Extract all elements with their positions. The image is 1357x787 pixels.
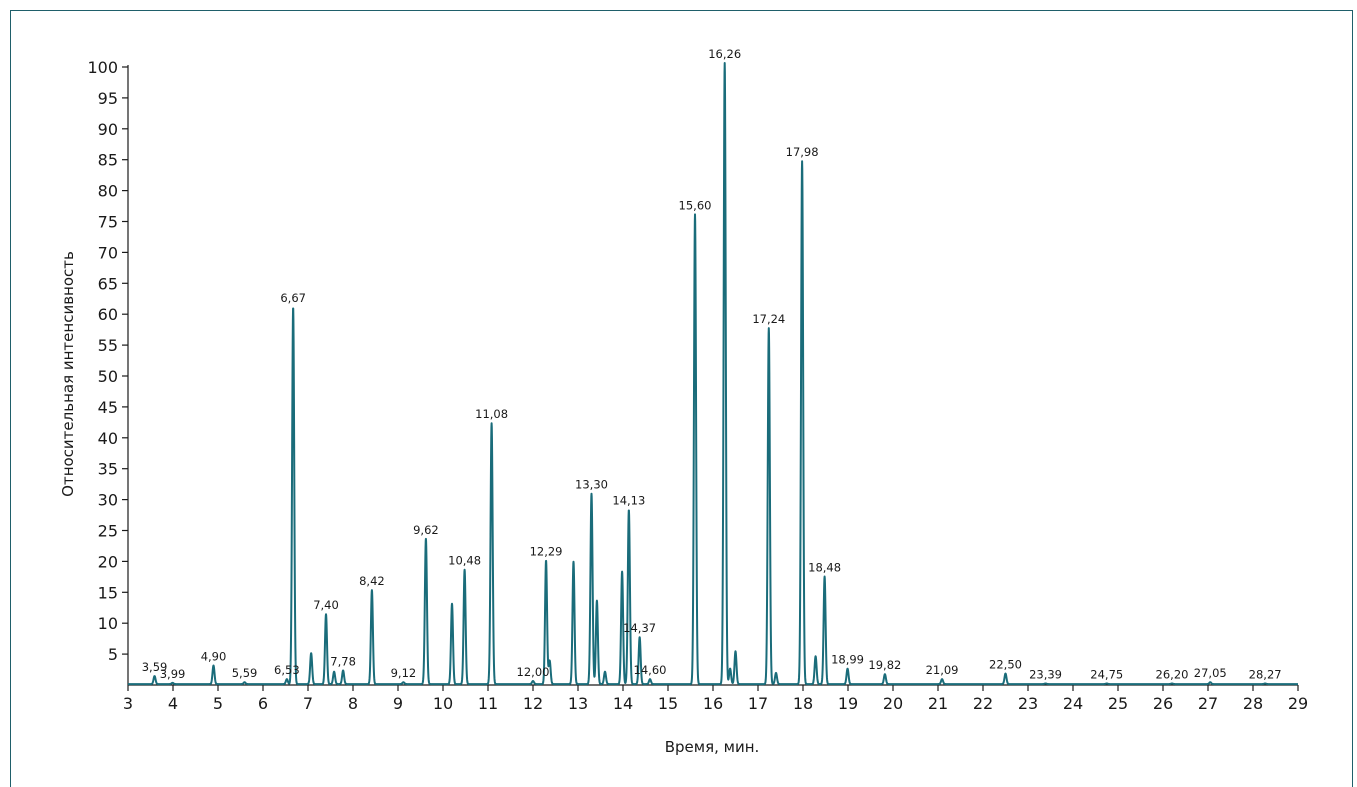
x-tick-label: 9 (393, 694, 403, 713)
y-tick-label: 15 (98, 583, 118, 602)
x-tick-label: 16 (703, 694, 723, 713)
peak-label: 23,39 (1029, 667, 1062, 681)
x-tick-label: 28 (1243, 694, 1263, 713)
peak-label: 12,29 (530, 544, 563, 558)
peak-label: 4,90 (201, 649, 227, 663)
x-tick-label: 4 (168, 694, 178, 713)
y-tick-label: 5 (108, 645, 118, 664)
figure-frame (10, 10, 1353, 787)
peak-label: 21,09 (926, 663, 959, 677)
peak-label: 22,50 (989, 657, 1022, 671)
peak-label: 5,59 (232, 666, 258, 680)
peak-label: 14,13 (612, 494, 645, 508)
peak-label: 28,27 (1249, 667, 1282, 681)
y-tick-label: 25 (98, 522, 118, 541)
peak-label: 9,62 (413, 523, 439, 537)
y-tick-label: 20 (98, 552, 118, 571)
y-tick-label: 95 (98, 89, 118, 108)
x-tick-label: 6 (258, 694, 268, 713)
y-tick-label: 55 (98, 336, 118, 355)
chromatogram-trace (127, 61, 1299, 686)
peak-label: 17,24 (752, 312, 785, 326)
x-tick-label: 26 (1153, 694, 1173, 713)
y-tick-label: 40 (98, 429, 118, 448)
y-tick-label: 85 (98, 151, 118, 170)
x-tick-label: 19 (838, 694, 858, 713)
x-tick-label: 14 (613, 694, 633, 713)
x-tick-label: 27 (1198, 694, 1218, 713)
x-tick-label: 21 (928, 694, 948, 713)
peak-label: 26,20 (1156, 667, 1189, 681)
peak-label: 15,60 (679, 198, 712, 212)
peak-label: 27,05 (1194, 666, 1227, 680)
x-tick-label: 3 (123, 694, 133, 713)
peak-label: 17,98 (786, 145, 819, 159)
y-tick-label: 60 (98, 305, 118, 324)
y-tick-label: 70 (98, 243, 118, 262)
y-tick-label: 50 (98, 367, 118, 386)
x-tick-label: 10 (433, 694, 453, 713)
x-tick-label: 23 (1018, 694, 1038, 713)
peak-label: 12,00 (517, 665, 550, 679)
x-tick-label: 15 (658, 694, 678, 713)
peak-label: 6,67 (280, 291, 306, 305)
y-axis-title: Относительная интенсивность (59, 251, 77, 497)
x-tick-label: 24 (1063, 694, 1083, 713)
x-axis-title: Время, мин. (665, 738, 760, 756)
peak-label: 8,42 (359, 574, 385, 588)
peak-label: 24,75 (1090, 667, 1123, 681)
x-tick-label: 7 (303, 694, 313, 713)
peak-label: 18,48 (808, 560, 841, 574)
x-tick-label: 17 (748, 694, 768, 713)
x-tick-label: 5 (213, 694, 223, 713)
peak-label: 10,48 (448, 554, 481, 568)
peak-label: 9,12 (391, 666, 417, 680)
peak-label: 7,40 (313, 598, 339, 612)
y-tick-label: 10 (98, 614, 118, 633)
x-tick-label: 12 (523, 694, 543, 713)
x-tick-label: 20 (883, 694, 903, 713)
peak-label: 16,26 (708, 47, 741, 61)
peak-label: 13,30 (575, 478, 608, 492)
x-tick-label: 25 (1108, 694, 1128, 713)
peak-label: 14,60 (634, 663, 667, 677)
y-tick-label: 30 (98, 491, 118, 510)
peak-label: 14,37 (623, 621, 656, 635)
x-tick-label: 22 (973, 694, 993, 713)
axes-group: 3 4 5 6 7 8 9 10 11 12 13 14 15 16 17 18 19 20 21 22 23 24 25 2… (87, 58, 1308, 713)
y-tick-label: 45 (98, 398, 118, 417)
x-tick-label: 8 (348, 694, 358, 713)
x-tick-label: 13 (568, 694, 588, 713)
y-tick-label: 80 (98, 182, 118, 201)
y-tick-label: 75 (98, 213, 118, 232)
y-tick-label: 65 (98, 274, 118, 293)
peak-label: 11,08 (475, 407, 508, 421)
y-tick-label: 90 (98, 120, 118, 139)
peak-label: 6,53 (274, 663, 300, 677)
x-tick-label: 11 (478, 694, 498, 713)
y-tick-label: 35 (98, 460, 118, 479)
peak-labels-group: 3,593,99 4,90 5,59 6,53 6,67 7,40 7,78 8,42 9,12… (142, 47, 1282, 681)
peak-label: 18,99 (831, 653, 864, 667)
peak-label: 19,82 (868, 658, 901, 672)
y-tick-label: 100 (87, 58, 118, 77)
x-tick-label: 29 (1288, 694, 1308, 713)
peak-label: 3,59 (142, 660, 168, 674)
peak-label: 7,78 (330, 654, 356, 668)
x-tick-label: 18 (793, 694, 813, 713)
peak-label: 3,99 (160, 667, 186, 681)
